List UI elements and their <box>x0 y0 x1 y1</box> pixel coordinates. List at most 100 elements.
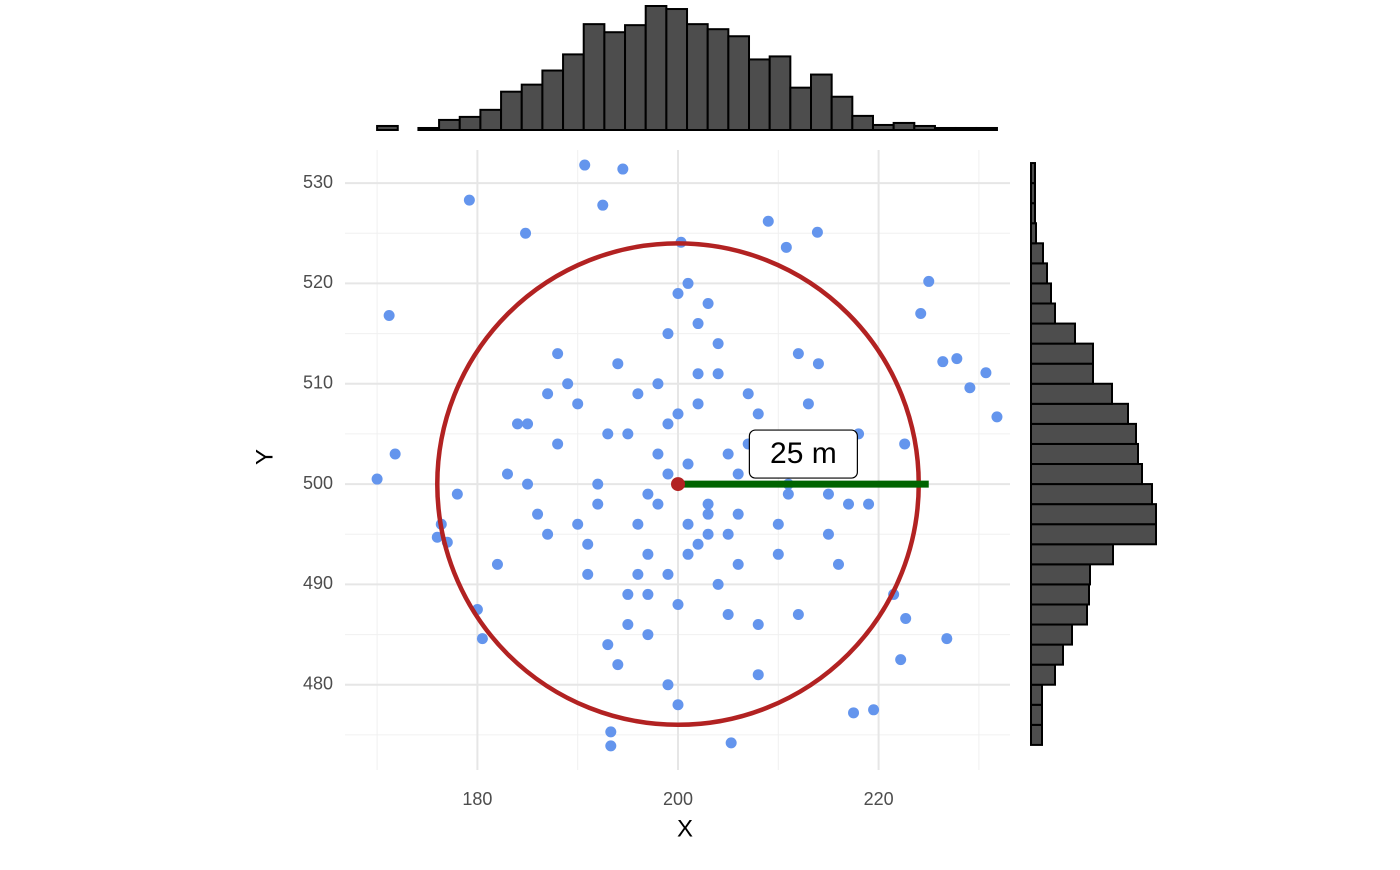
top-hist-bar <box>768 55 792 132</box>
point <box>532 508 544 520</box>
y-tick-label: 510 <box>303 373 333 393</box>
right-hist-bar <box>1030 723 1043 746</box>
point <box>632 568 644 580</box>
point <box>822 528 834 540</box>
point <box>863 498 875 510</box>
top-hist-bar <box>417 126 441 132</box>
y-tick-label: 520 <box>303 272 333 292</box>
top-hist-bar <box>644 5 668 131</box>
point <box>722 448 734 460</box>
point <box>868 704 880 716</box>
point <box>605 740 617 752</box>
top-hist-bar <box>520 83 544 131</box>
point <box>431 531 443 543</box>
point <box>389 448 401 460</box>
point <box>772 518 784 530</box>
point <box>692 368 704 380</box>
top-hist-bar <box>376 124 399 131</box>
right-hist-bar <box>1030 543 1114 566</box>
right-hist-bar <box>1030 603 1088 626</box>
top-hist-bar <box>458 115 482 132</box>
point <box>522 418 534 430</box>
right-hist-bar <box>1030 623 1073 646</box>
top-hist-bar <box>562 53 585 131</box>
right-hist-bar <box>1030 643 1064 666</box>
x-tick-label: 180 <box>462 789 492 809</box>
point <box>712 368 724 380</box>
point <box>451 488 463 500</box>
right-hist-bar <box>1030 342 1094 365</box>
point <box>682 548 694 560</box>
point <box>941 633 953 645</box>
right-hist-bar <box>1030 382 1113 405</box>
point <box>662 418 674 430</box>
point <box>602 639 614 651</box>
point <box>725 737 737 749</box>
point <box>572 398 584 410</box>
point <box>371 473 383 485</box>
top-hist-bar <box>665 8 689 131</box>
point <box>742 388 754 400</box>
point <box>712 338 724 350</box>
right-hist-bar <box>1030 242 1044 265</box>
top-hist-bar <box>892 121 916 132</box>
point <box>612 659 624 671</box>
point <box>597 199 609 211</box>
top-hist-bar <box>789 86 813 132</box>
right-hist-bar <box>1030 703 1043 726</box>
top-hist-bar <box>871 123 895 132</box>
top-hist-bar <box>582 23 606 132</box>
point <box>937 356 949 368</box>
point <box>491 558 503 570</box>
point <box>592 478 604 490</box>
y-tick-label: 530 <box>303 172 333 192</box>
point <box>980 367 992 379</box>
point <box>612 358 624 370</box>
point <box>712 578 724 590</box>
point <box>822 488 834 500</box>
right-hist-bar <box>1030 563 1091 586</box>
point <box>682 458 694 470</box>
right-hist-bar <box>1030 442 1139 466</box>
top-hist-bar <box>727 35 751 131</box>
point <box>662 328 674 340</box>
point <box>582 568 594 580</box>
point <box>622 619 634 631</box>
point <box>895 654 907 666</box>
point <box>592 498 604 510</box>
point <box>792 348 804 360</box>
point <box>652 378 664 390</box>
point <box>652 448 664 460</box>
point <box>463 194 475 206</box>
y-tick-label: 490 <box>303 573 333 593</box>
point <box>642 629 654 641</box>
point <box>501 468 513 480</box>
point <box>552 348 564 360</box>
point <box>702 508 714 520</box>
right-hist-bar <box>1030 222 1037 245</box>
point <box>476 633 488 645</box>
point <box>692 398 704 410</box>
point <box>579 159 591 171</box>
point <box>652 498 664 510</box>
top-hist-bar <box>851 114 874 131</box>
point <box>762 215 774 227</box>
top-hist-bar <box>500 90 523 131</box>
point <box>542 388 554 400</box>
right-hist-bar <box>1030 302 1056 325</box>
point <box>642 488 654 500</box>
right-hist-bar <box>1030 422 1137 445</box>
point <box>991 411 1003 423</box>
top-hist-bar <box>686 23 709 132</box>
point <box>722 528 734 540</box>
point <box>900 613 912 625</box>
point <box>772 548 784 560</box>
point <box>722 608 734 620</box>
y-tick-label: 500 <box>303 473 333 493</box>
point <box>752 408 764 420</box>
top-hist-bar <box>810 73 833 132</box>
point <box>702 528 714 540</box>
point <box>915 308 927 320</box>
top-hist-bar <box>706 28 730 132</box>
point <box>602 428 614 440</box>
